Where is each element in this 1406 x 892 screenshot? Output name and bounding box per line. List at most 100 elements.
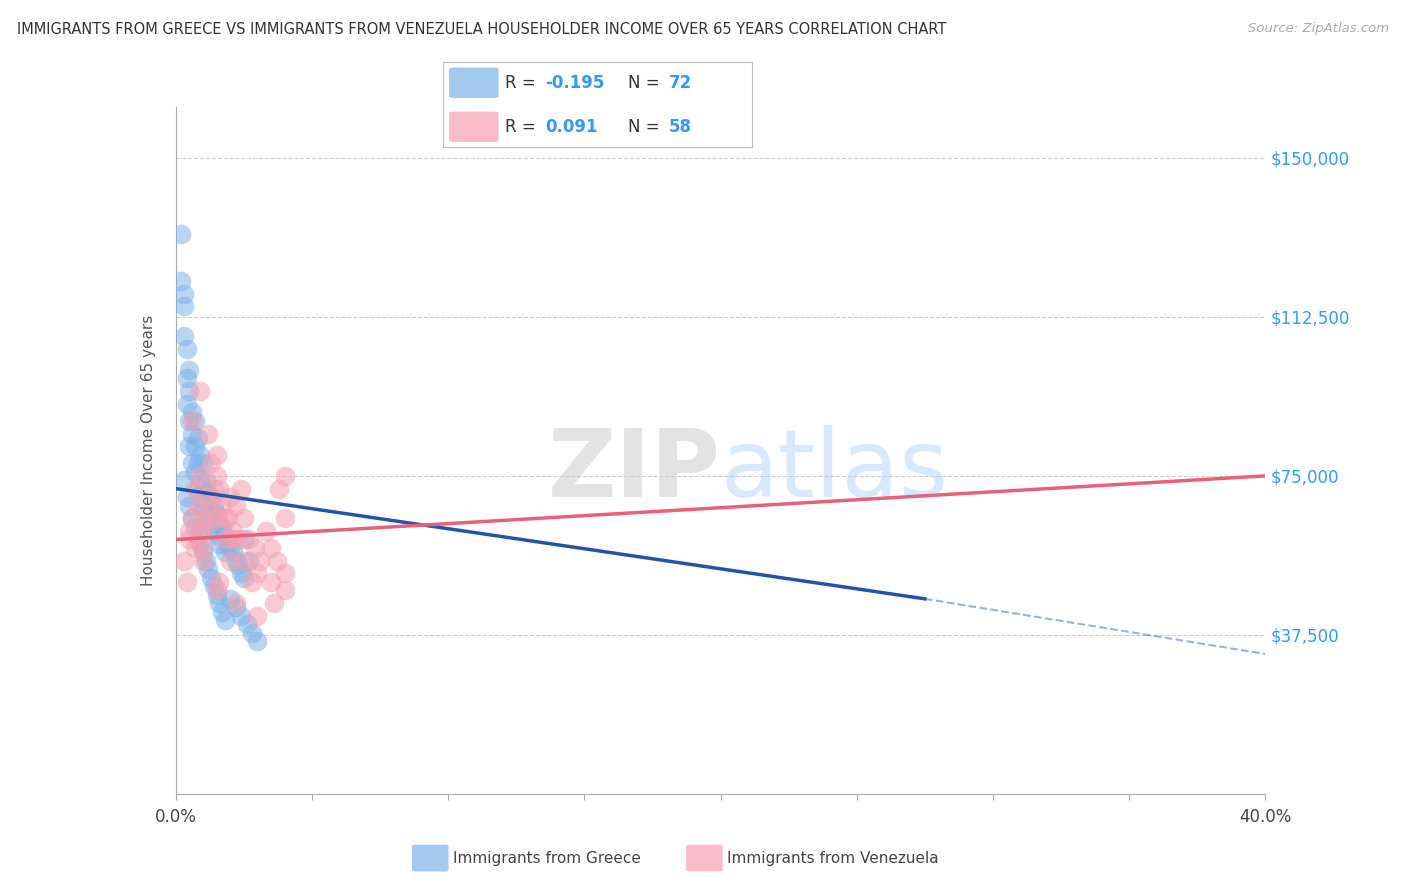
Point [179, 414, 201, 428]
Point [235, 617, 257, 632]
Point [184, 414, 207, 428]
Point [197, 516, 219, 530]
Point [240, 574, 263, 589]
Point [205, 528, 228, 542]
Point [202, 482, 225, 496]
Point [200, 499, 222, 513]
Point [228, 533, 250, 547]
Text: Source: ZipAtlas.com: Source: ZipAtlas.com [1249, 22, 1389, 36]
Point [205, 583, 228, 598]
Point [191, 511, 214, 525]
Text: Immigrants from Greece: Immigrants from Greece [453, 851, 641, 865]
Point [184, 541, 207, 555]
Point [176, 397, 198, 411]
Point [232, 571, 254, 585]
Point [179, 384, 201, 398]
Point [191, 541, 214, 555]
Point [231, 482, 253, 496]
Text: ZIP: ZIP [548, 425, 721, 517]
Point [246, 634, 269, 648]
Point [205, 588, 228, 602]
Point [181, 511, 204, 525]
Point [228, 558, 250, 572]
Point [222, 545, 245, 559]
Point [176, 371, 198, 385]
Point [170, 227, 193, 242]
Point [238, 554, 260, 568]
Point [191, 554, 214, 568]
Point [205, 448, 228, 462]
Point [184, 439, 207, 453]
Point [208, 537, 231, 551]
Point [249, 554, 271, 568]
Point [186, 533, 209, 547]
Point [188, 448, 211, 462]
Point [181, 511, 204, 525]
Point [186, 499, 209, 513]
Point [200, 571, 222, 585]
Point [274, 566, 297, 581]
Point [184, 482, 207, 496]
Point [274, 469, 297, 483]
Point [219, 490, 242, 504]
FancyBboxPatch shape [449, 68, 499, 98]
Point [269, 482, 291, 496]
Point [202, 499, 225, 513]
Point [200, 456, 222, 470]
Point [181, 405, 204, 419]
Point [186, 456, 209, 470]
Point [219, 591, 242, 606]
Point [246, 608, 269, 623]
Point [179, 363, 201, 377]
Point [208, 482, 231, 496]
Point [222, 533, 245, 547]
Point [274, 511, 297, 525]
Point [208, 516, 231, 530]
Point [197, 562, 219, 576]
Point [181, 456, 204, 470]
Point [202, 579, 225, 593]
Point [232, 533, 254, 547]
Point [197, 486, 219, 500]
Point [186, 431, 209, 445]
Text: R =: R = [505, 118, 541, 136]
Point [225, 600, 247, 615]
Point [219, 541, 242, 555]
Point [176, 574, 198, 589]
Point [184, 465, 207, 479]
Point [179, 439, 201, 453]
Point [170, 274, 193, 288]
Point [188, 469, 211, 483]
Point [231, 608, 253, 623]
Point [208, 596, 231, 610]
Point [217, 511, 239, 525]
Point [181, 414, 204, 428]
Point [173, 473, 195, 487]
Point [176, 342, 198, 356]
Point [179, 533, 201, 547]
Point [214, 613, 236, 627]
Point [214, 528, 236, 542]
Point [240, 625, 263, 640]
Point [191, 456, 214, 470]
Point [188, 473, 211, 487]
Point [205, 507, 228, 521]
Point [191, 499, 214, 513]
Point [188, 537, 211, 551]
Point [266, 554, 288, 568]
Text: 72: 72 [669, 74, 692, 92]
Point [232, 511, 254, 525]
Point [197, 426, 219, 441]
Point [274, 583, 297, 598]
Point [194, 494, 217, 508]
Point [211, 520, 233, 534]
Point [214, 511, 236, 525]
Point [214, 545, 236, 559]
Text: atlas: atlas [721, 425, 949, 517]
Point [214, 533, 236, 547]
Point [254, 524, 277, 538]
Point [191, 482, 214, 496]
Point [205, 469, 228, 483]
Point [194, 490, 217, 504]
Point [225, 499, 247, 513]
